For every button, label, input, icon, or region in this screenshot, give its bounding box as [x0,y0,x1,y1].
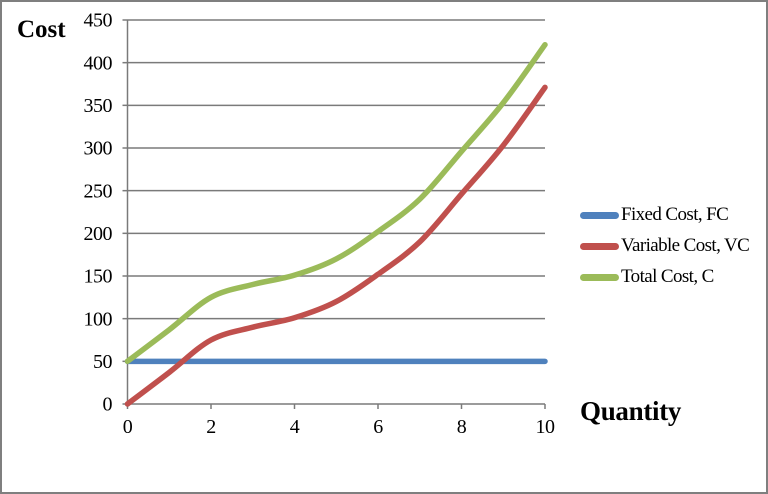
svg-text:Quantity: Quantity [580,396,682,426]
svg-text:Fixed Cost, FC: Fixed Cost, FC [621,204,728,225]
svg-text:0: 0 [103,394,113,416]
svg-text:150: 150 [84,266,113,288]
svg-text:350: 350 [84,95,113,117]
svg-text:Total Cost, C: Total Cost, C [621,266,714,287]
svg-text:400: 400 [84,52,113,74]
svg-text:8: 8 [457,416,467,438]
svg-text:100: 100 [84,308,113,330]
svg-text:10: 10 [536,416,556,438]
svg-text:250: 250 [84,180,113,202]
svg-text:200: 200 [84,223,113,245]
svg-text:0: 0 [123,416,133,438]
svg-text:50: 50 [93,351,113,373]
svg-text:300: 300 [84,138,113,160]
svg-text:2: 2 [206,416,216,438]
svg-text:6: 6 [373,416,383,438]
svg-text:450: 450 [84,10,113,32]
svg-text:4: 4 [290,416,300,438]
svg-text:Cost: Cost [17,16,66,43]
svg-text:Variable Cost, VC: Variable Cost, VC [621,235,749,256]
